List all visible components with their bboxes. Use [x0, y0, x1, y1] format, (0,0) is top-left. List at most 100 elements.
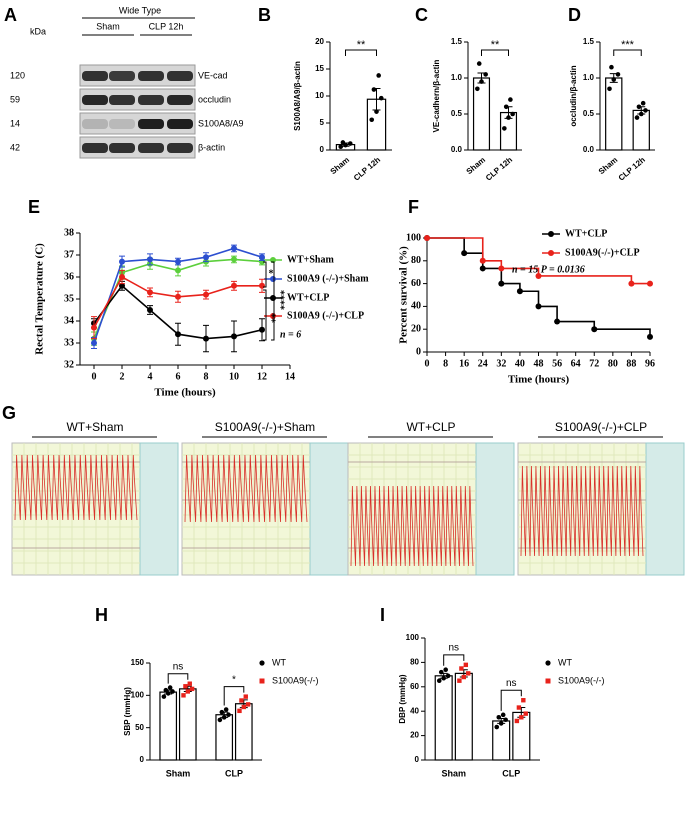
- data-point: [167, 685, 173, 690]
- panel-letter: C: [415, 5, 428, 25]
- x-tick-label: 32: [496, 358, 506, 369]
- legend-label: WT+CLP: [565, 228, 607, 239]
- data-point: [226, 712, 231, 718]
- panel-letter: D: [568, 5, 581, 25]
- band-label: VE-cad: [198, 70, 228, 80]
- x-tick-label: 4: [148, 371, 153, 382]
- y-axis-label: Rectal Temperature (C): [34, 243, 46, 355]
- sig-label: ns: [506, 678, 517, 689]
- bar: [178, 688, 197, 761]
- legend-label: S100A9 (-/-)+Sham: [287, 273, 369, 284]
- y-tick-label: 100: [406, 633, 420, 642]
- data-point: [503, 104, 509, 110]
- legend-label: WT+CLP: [287, 292, 329, 303]
- panel-letter: A: [4, 5, 17, 25]
- data-point: [638, 111, 644, 117]
- sig-bracket: [613, 49, 642, 56]
- x-tick-label: 48: [534, 358, 544, 369]
- y-tick-label: 0: [140, 755, 145, 764]
- legend-marker: [259, 678, 265, 684]
- data-point: [521, 698, 526, 703]
- sig-label: ****: [275, 290, 286, 310]
- bar: [454, 672, 473, 761]
- data-point: [185, 689, 190, 694]
- sig-bracket: [345, 49, 377, 56]
- data-point: [371, 87, 377, 92]
- sig-label: *: [232, 674, 236, 685]
- y-tick-label: 100: [406, 232, 421, 243]
- kda-value: 42: [10, 142, 20, 152]
- blot-band: [167, 143, 193, 153]
- y-tick-label: 0: [320, 145, 325, 154]
- group-label: CLP 12h: [149, 21, 184, 31]
- data-point: [243, 694, 248, 699]
- data-point: [628, 280, 635, 287]
- trace-title: S100A9(-/-)+Sham: [215, 420, 315, 434]
- legend-marker: [548, 250, 554, 256]
- legend-label: S100A9(-/-)+CLP: [565, 247, 640, 258]
- data-point: [239, 698, 244, 703]
- sig-bracket: [271, 261, 275, 341]
- legend-marker: [548, 231, 554, 237]
- legend-label: S100A9(-/-): [558, 675, 605, 685]
- y-axis-label: occludin/β-actin: [569, 65, 578, 126]
- band-label: occludin: [198, 94, 231, 104]
- data-point: [436, 678, 442, 683]
- y-tick-label: 0.0: [451, 145, 463, 154]
- y-tick-label: 34: [64, 315, 74, 326]
- x-axis-label: Time (hours): [508, 374, 570, 386]
- x-tick-label: Sham: [441, 768, 466, 778]
- x-tick-label: 88: [626, 358, 636, 369]
- y-tick-label: 40: [411, 301, 421, 312]
- blot-band: [109, 95, 135, 105]
- data-point: [170, 689, 175, 694]
- trace-scale: [645, 442, 685, 576]
- panel-letter: E: [28, 197, 40, 217]
- sig-label: **: [357, 39, 366, 51]
- blot-title: Wide Type: [119, 5, 161, 15]
- data-point: [175, 258, 181, 265]
- x-tick-label: 64: [571, 358, 581, 369]
- x-tick-label: 10: [229, 371, 239, 382]
- y-tick-label: 1.5: [583, 37, 595, 46]
- trace-title: S100A9(-/-)+CLP: [555, 420, 647, 434]
- x-tick-label: Sham: [465, 155, 487, 176]
- panel-letter: I: [380, 605, 385, 625]
- x-tick-label: CLP 12h: [484, 155, 514, 182]
- data-point: [535, 303, 542, 310]
- data-point: [609, 64, 614, 70]
- data-point: [479, 257, 486, 264]
- data-point: [591, 326, 598, 333]
- blot-strip: [79, 112, 196, 135]
- data-point: [459, 666, 464, 671]
- panel-letter: F: [408, 197, 419, 217]
- y-axis-label: SBP (mmHg): [123, 687, 132, 736]
- data-point: [181, 693, 186, 698]
- blot-band: [82, 143, 108, 153]
- data-point: [500, 712, 506, 718]
- data-point: [374, 109, 379, 114]
- data-point: [647, 333, 653, 340]
- sig-label: *: [269, 268, 274, 279]
- blot-strip: [79, 64, 196, 87]
- data-point: [643, 108, 648, 113]
- data-point: [636, 104, 642, 110]
- data-point: [494, 724, 500, 730]
- annotation: n = 6: [280, 329, 301, 340]
- blot-band: [167, 71, 193, 81]
- y-tick-label: 0.5: [451, 109, 463, 118]
- x-tick-label: Sham: [329, 155, 351, 176]
- data-point: [369, 117, 375, 123]
- data-point: [510, 111, 515, 117]
- data-point: [611, 77, 617, 82]
- data-point: [476, 61, 482, 66]
- data-point: [615, 72, 621, 77]
- data-point: [189, 686, 195, 692]
- data-point: [523, 711, 528, 716]
- series-line: [427, 237, 650, 285]
- y-tick-label: 36: [64, 271, 74, 282]
- data-point: [378, 95, 384, 101]
- x-tick-label: 24: [478, 358, 488, 369]
- data-point: [466, 671, 471, 676]
- data-point: [147, 256, 153, 263]
